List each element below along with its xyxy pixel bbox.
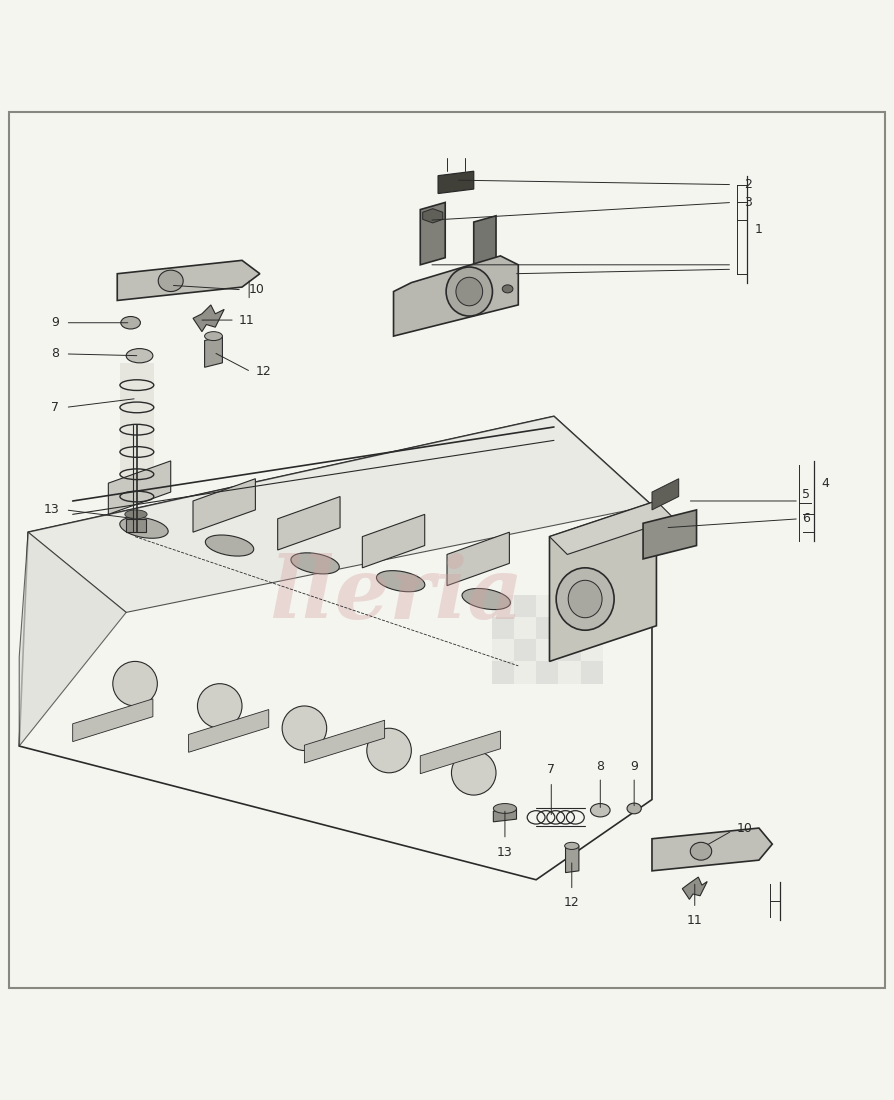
Ellipse shape xyxy=(493,804,517,813)
Ellipse shape xyxy=(569,581,602,618)
Ellipse shape xyxy=(158,271,183,292)
Text: 10: 10 xyxy=(737,822,753,835)
Ellipse shape xyxy=(446,267,493,316)
Text: 13: 13 xyxy=(497,846,513,859)
Ellipse shape xyxy=(121,317,140,329)
Bar xyxy=(514,595,536,617)
Polygon shape xyxy=(362,515,425,568)
Polygon shape xyxy=(493,808,517,822)
Text: 11: 11 xyxy=(239,314,254,327)
Polygon shape xyxy=(643,510,696,559)
Polygon shape xyxy=(278,496,340,550)
Ellipse shape xyxy=(556,568,614,630)
Polygon shape xyxy=(420,202,445,265)
Text: 9: 9 xyxy=(630,760,638,773)
Polygon shape xyxy=(566,846,579,872)
Ellipse shape xyxy=(205,332,223,341)
Bar xyxy=(559,661,581,684)
Polygon shape xyxy=(205,337,223,367)
Text: 12: 12 xyxy=(256,365,271,378)
Circle shape xyxy=(198,684,242,728)
Ellipse shape xyxy=(376,571,425,592)
Text: 2: 2 xyxy=(744,178,752,191)
Text: 7: 7 xyxy=(547,763,555,777)
Polygon shape xyxy=(108,461,171,515)
Ellipse shape xyxy=(690,843,712,860)
Bar xyxy=(581,661,603,684)
Bar xyxy=(559,595,581,617)
Bar xyxy=(536,617,559,639)
Polygon shape xyxy=(420,730,501,773)
Ellipse shape xyxy=(126,349,153,363)
Ellipse shape xyxy=(565,843,579,849)
Polygon shape xyxy=(120,363,154,496)
Text: 1: 1 xyxy=(755,222,763,235)
Bar xyxy=(536,595,559,617)
Text: 5: 5 xyxy=(802,488,810,502)
Bar xyxy=(492,595,514,617)
Text: 12: 12 xyxy=(564,895,579,909)
Bar xyxy=(536,661,559,684)
Polygon shape xyxy=(72,698,153,741)
Polygon shape xyxy=(19,532,126,746)
Polygon shape xyxy=(28,416,652,613)
Ellipse shape xyxy=(456,277,483,306)
Bar xyxy=(514,661,536,684)
Bar xyxy=(492,639,514,661)
Bar xyxy=(581,595,603,617)
Text: 8: 8 xyxy=(51,348,59,361)
Circle shape xyxy=(451,750,496,795)
Ellipse shape xyxy=(590,804,610,817)
Bar xyxy=(536,639,559,661)
Bar xyxy=(559,617,581,639)
Text: 10: 10 xyxy=(249,284,265,296)
Bar xyxy=(559,639,581,661)
Bar xyxy=(492,661,514,684)
Polygon shape xyxy=(550,500,674,554)
Polygon shape xyxy=(652,828,772,871)
Bar xyxy=(514,639,536,661)
Ellipse shape xyxy=(627,803,641,814)
Bar xyxy=(581,617,603,639)
Ellipse shape xyxy=(206,535,254,557)
Text: lleria: lleria xyxy=(269,553,523,636)
Ellipse shape xyxy=(125,510,148,519)
Polygon shape xyxy=(126,519,146,532)
Polygon shape xyxy=(438,172,474,194)
Polygon shape xyxy=(652,478,679,510)
Polygon shape xyxy=(423,209,443,223)
Circle shape xyxy=(113,661,157,706)
Polygon shape xyxy=(447,532,510,585)
Text: 7: 7 xyxy=(51,400,59,414)
Text: 13: 13 xyxy=(44,504,59,516)
Text: 9: 9 xyxy=(52,316,59,329)
Bar xyxy=(514,617,536,639)
Text: 3: 3 xyxy=(744,196,752,209)
Polygon shape xyxy=(193,478,256,532)
Polygon shape xyxy=(550,500,656,661)
Text: 8: 8 xyxy=(596,760,604,773)
Text: 4: 4 xyxy=(822,476,830,490)
Ellipse shape xyxy=(120,517,168,538)
Polygon shape xyxy=(682,877,707,900)
Circle shape xyxy=(283,706,326,750)
Polygon shape xyxy=(393,256,519,337)
Circle shape xyxy=(367,728,411,773)
Polygon shape xyxy=(193,305,224,332)
Text: 11: 11 xyxy=(687,914,703,926)
Ellipse shape xyxy=(502,285,513,293)
Text: 6: 6 xyxy=(802,513,810,526)
Polygon shape xyxy=(474,216,496,274)
Polygon shape xyxy=(117,261,260,300)
Ellipse shape xyxy=(291,553,340,574)
Ellipse shape xyxy=(462,588,510,609)
Polygon shape xyxy=(189,710,269,752)
Bar xyxy=(492,617,514,639)
Bar xyxy=(581,639,603,661)
Polygon shape xyxy=(304,720,384,763)
